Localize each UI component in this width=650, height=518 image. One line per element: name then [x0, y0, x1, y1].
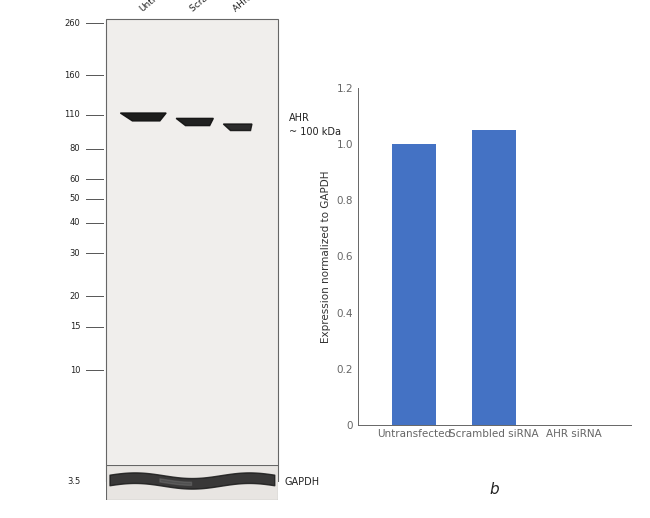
Polygon shape [224, 124, 252, 131]
Text: 20: 20 [70, 292, 81, 301]
Text: AHR
~ 100 kDa: AHR ~ 100 kDa [289, 113, 341, 137]
Y-axis label: Expression normalized to GAPDH: Expression normalized to GAPDH [321, 170, 331, 343]
Polygon shape [120, 113, 166, 121]
Bar [472, 130, 516, 425]
Text: Untransfected: Untransfected [137, 0, 192, 13]
Text: 50: 50 [70, 194, 81, 204]
Text: 10: 10 [70, 366, 81, 375]
Text: GAPDH: GAPDH [285, 477, 320, 487]
Text: 3.5: 3.5 [67, 477, 81, 486]
Polygon shape [176, 119, 213, 125]
Text: 260: 260 [64, 19, 81, 28]
Text: 110: 110 [64, 110, 81, 120]
Bar [391, 144, 436, 425]
Text: 80: 80 [70, 145, 81, 153]
Text: AHR SiRNA: AHR SiRNA [232, 0, 276, 13]
Bar [106, 19, 278, 491]
Text: 60: 60 [70, 175, 81, 184]
Text: b: b [489, 482, 499, 497]
Text: 30: 30 [70, 249, 81, 257]
Text: 40: 40 [70, 218, 81, 227]
Text: Scrambled SiRNA: Scrambled SiRNA [189, 0, 255, 13]
Text: 15: 15 [70, 322, 81, 332]
Text: 160: 160 [64, 70, 81, 80]
